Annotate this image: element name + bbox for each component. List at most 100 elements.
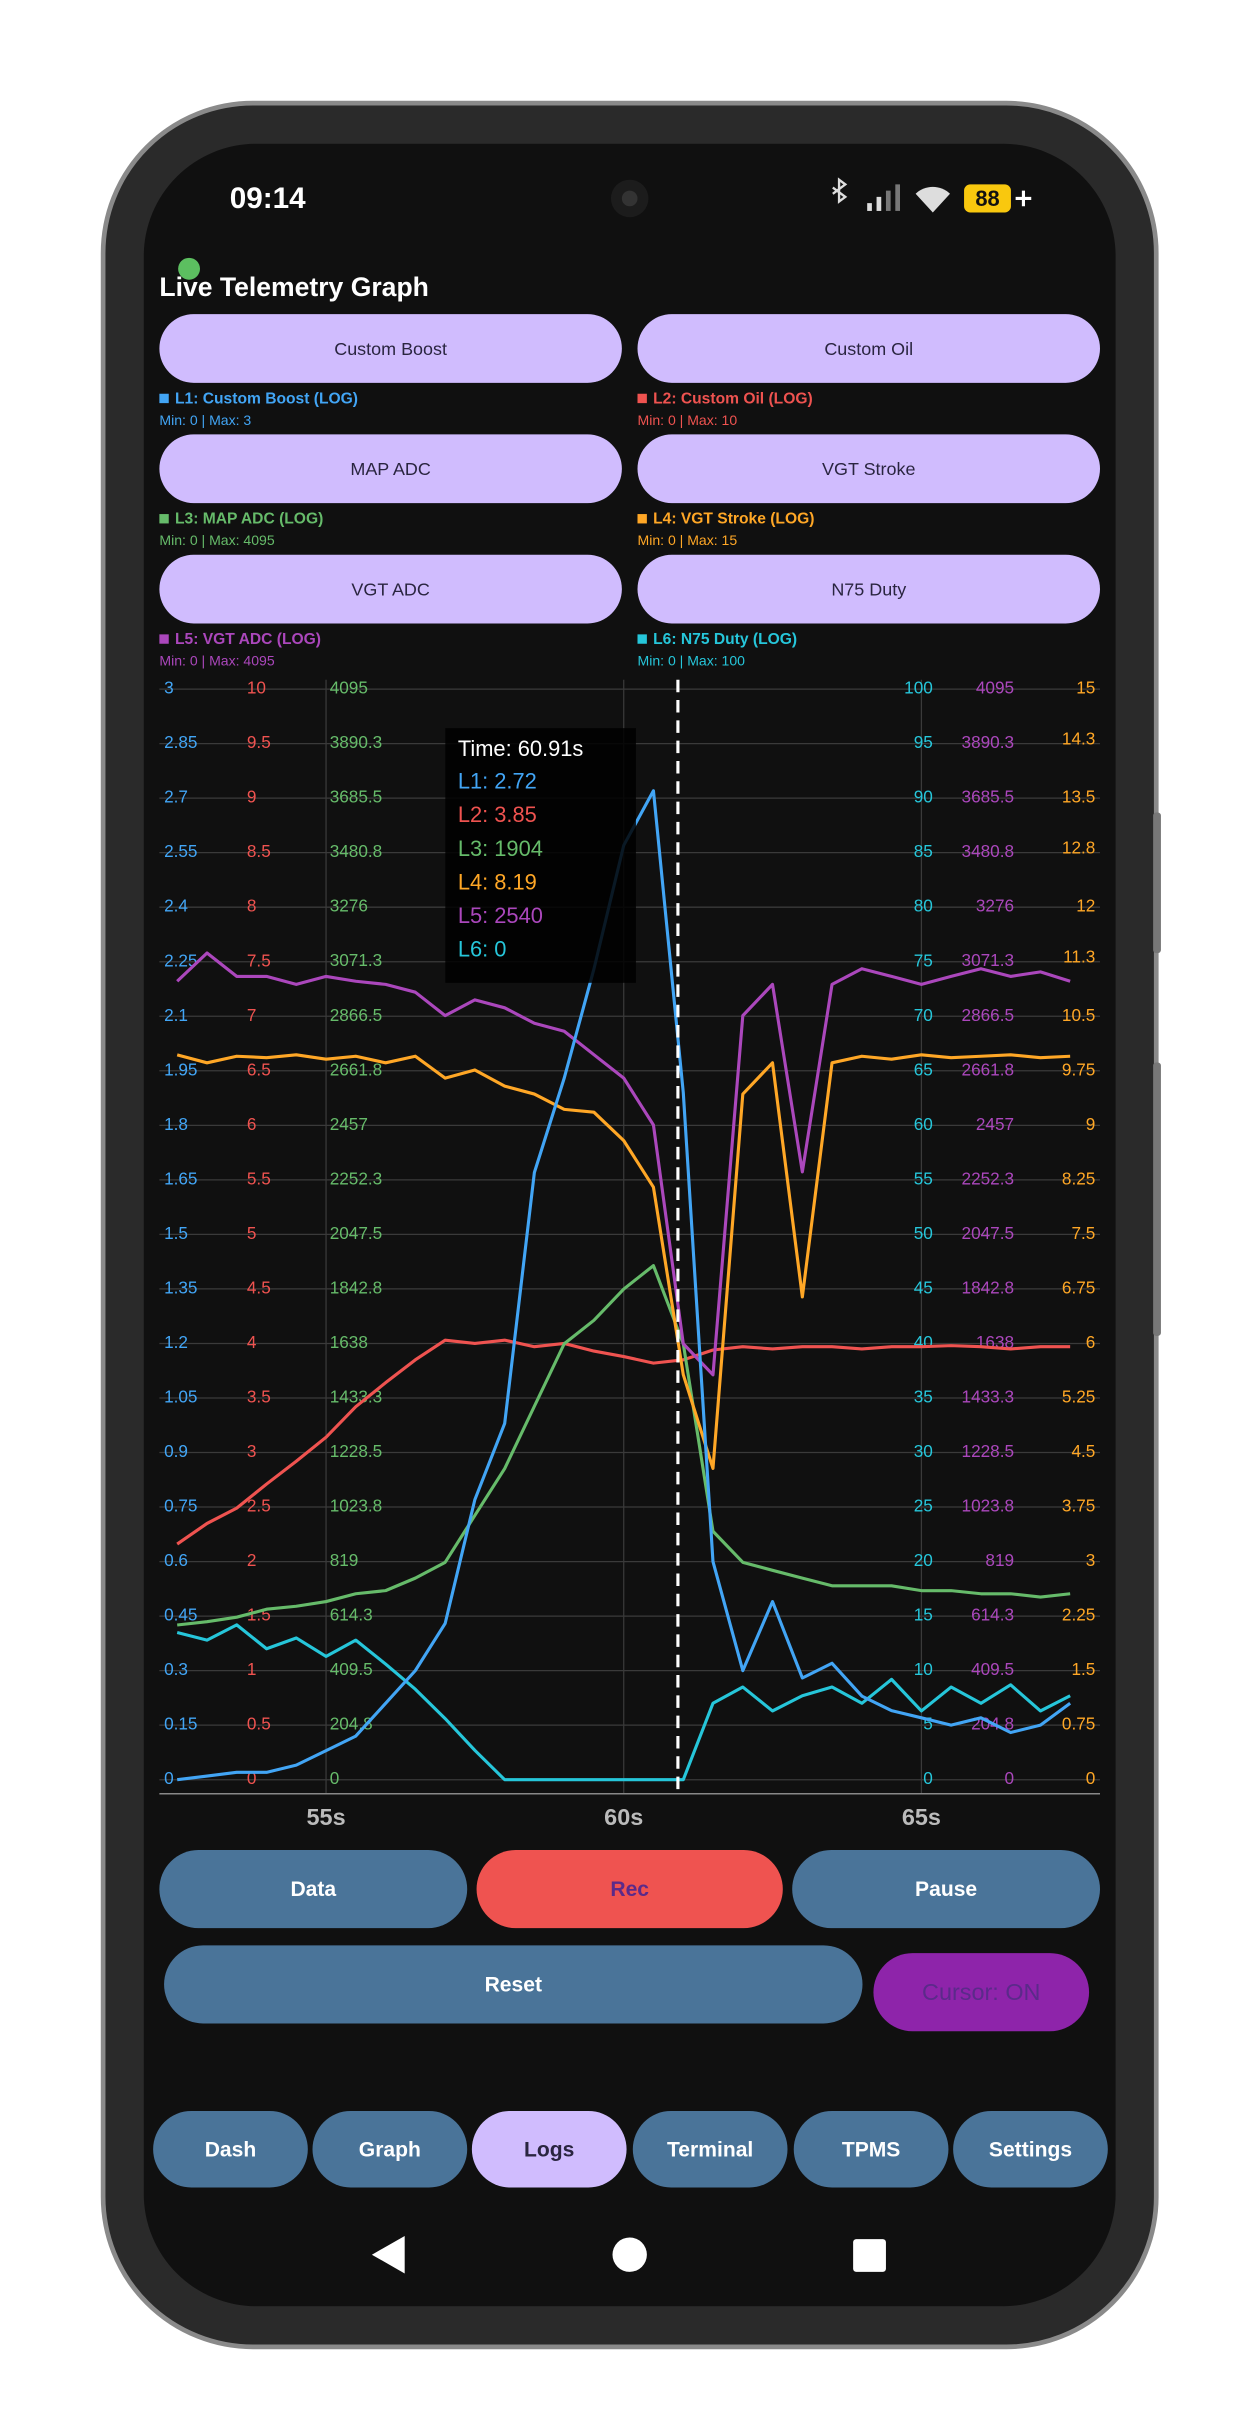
side-button — [1153, 1062, 1161, 1336]
channel-button-label[interactable]: N75 Duty — [831, 579, 906, 599]
y-tick-label: 2.25 — [164, 950, 197, 970]
y-tick-label: 6.5 — [247, 1059, 271, 1079]
y-tick-label: 0 — [1086, 1768, 1096, 1788]
channel-button-label[interactable]: MAP ADC — [350, 459, 431, 479]
channel-button[interactable] — [637, 434, 1101, 504]
y-tick-label: 12.8 — [1062, 838, 1095, 858]
y-tick-label: 3071.3 — [962, 950, 1015, 970]
y-tick-label: 1433.3 — [962, 1386, 1015, 1406]
tab-button[interactable] — [153, 2110, 308, 2188]
y-tick-label: 0.9 — [164, 1441, 188, 1461]
y-tick-label: 0 — [330, 1768, 340, 1788]
y-tick-label: 3276 — [330, 896, 368, 916]
tab-button[interactable] — [312, 2110, 468, 2188]
y-tick-label: 1842.8 — [962, 1277, 1015, 1297]
y-tick-label: 2047.5 — [962, 1223, 1015, 1243]
channel-button[interactable] — [159, 554, 622, 624]
y-tick-label: 30 — [914, 1441, 933, 1461]
channel-button[interactable] — [637, 314, 1101, 383]
y-tick-label: 6.75 — [1062, 1277, 1095, 1297]
channel-button-label[interactable]: Custom Boost — [334, 339, 447, 359]
y-tick-label: 3 — [1086, 1550, 1096, 1570]
home-button[interactable] — [612, 2237, 647, 2272]
y-tick-label: 40 — [914, 1332, 933, 1352]
y-tick-label: 3480.8 — [330, 841, 383, 861]
y-tick-label: 100 — [904, 678, 933, 698]
control-button[interactable] — [159, 1850, 468, 1929]
channel-button-label[interactable]: Custom Oil — [824, 339, 913, 359]
y-tick-label: 4095 — [330, 678, 368, 698]
y-tick-label: 819 — [985, 1550, 1014, 1570]
control-button[interactable] — [792, 1850, 1100, 1929]
y-tick-label: 85 — [914, 841, 933, 861]
y-tick-label: 60 — [914, 1114, 933, 1134]
control-button-label[interactable]: Cursor: ON — [922, 1979, 1040, 2005]
y-tick-label: 3.75 — [1062, 1496, 1095, 1516]
back-button[interactable] — [371, 2235, 405, 2274]
x-tick-label: 55s — [307, 1804, 346, 1830]
recents-button[interactable] — [853, 2239, 886, 2272]
tab-label[interactable]: Settings — [989, 2138, 1072, 2161]
y-tick-label: 3685.5 — [330, 787, 383, 807]
y-tick-label: 45 — [914, 1277, 933, 1297]
control-button[interactable] — [476, 1850, 783, 1929]
control-button-label[interactable]: Data — [290, 1878, 336, 1901]
y-tick-label: 8 — [247, 896, 257, 916]
tab-label[interactable]: TPMS — [842, 2138, 901, 2161]
y-tick-label: 1 — [247, 1659, 257, 1679]
channel-button[interactable] — [637, 554, 1101, 624]
signal-bar — [867, 203, 872, 211]
legend-label: L4: VGT Stroke (LOG) — [653, 511, 814, 528]
y-tick-label: 6 — [1086, 1332, 1096, 1352]
legend-swatch — [637, 634, 647, 644]
tab-label[interactable]: Terminal — [667, 2138, 753, 2161]
side-button — [1153, 812, 1161, 954]
tab-label[interactable]: Logs — [524, 2138, 574, 2161]
y-tick-label: 20 — [914, 1550, 933, 1570]
control-button[interactable] — [873, 1953, 1090, 2032]
y-tick-label: 9 — [1086, 1114, 1096, 1134]
channel-range: Min: 0 | Max: 100 — [638, 652, 746, 668]
y-tick-label: 614.3 — [330, 1605, 373, 1625]
channel-range: Min: 0 | Max: 3 — [159, 412, 251, 428]
channel-button[interactable] — [159, 314, 622, 383]
channel-button[interactable] — [159, 434, 622, 504]
cursor-tooltip — [445, 728, 636, 983]
control-button[interactable] — [164, 1945, 863, 2024]
y-tick-label: 4 — [247, 1332, 257, 1352]
channel-button-label[interactable]: VGT ADC — [351, 579, 430, 599]
tab-button[interactable] — [953, 2110, 1108, 2188]
tab-button[interactable] — [632, 2110, 788, 2188]
y-tick-label: 14.3 — [1062, 728, 1095, 748]
control-button-label[interactable]: Rec — [610, 1878, 649, 1901]
series-line — [176, 951, 1071, 1377]
y-tick-label: 0.75 — [164, 1496, 197, 1516]
y-tick-label: 614.3 — [971, 1605, 1014, 1625]
y-tick-label: 75 — [914, 950, 933, 970]
y-tick-label: 1228.5 — [962, 1441, 1015, 1461]
y-tick-label: 1.5 — [1071, 1659, 1095, 1679]
tab-label[interactable]: Dash — [205, 2138, 257, 2161]
series-line — [176, 1053, 1071, 1471]
y-tick-label: 80 — [914, 896, 933, 916]
y-tick-label: 0 — [923, 1768, 933, 1788]
y-tick-label: 5.25 — [1062, 1387, 1095, 1407]
tab-button[interactable] — [793, 2110, 949, 2188]
tab-label[interactable]: Graph — [359, 2138, 421, 2161]
y-tick-label: 0 — [247, 1768, 257, 1788]
channel-button-label[interactable]: VGT Stroke — [822, 459, 915, 479]
legend-label: L3: MAP ADC (LOG) — [175, 511, 323, 528]
y-tick-label: 1638 — [330, 1332, 368, 1352]
y-tick-label: 1.5 — [164, 1223, 188, 1243]
bluetooth-icon — [832, 177, 848, 204]
control-button-label[interactable]: Reset — [485, 1974, 542, 1997]
tab-button[interactable] — [471, 2110, 627, 2188]
y-tick-label: 90 — [914, 787, 933, 807]
legend-swatch — [159, 634, 169, 644]
y-tick-label: 2457 — [976, 1114, 1014, 1134]
control-button-label[interactable]: Pause — [915, 1878, 977, 1901]
legend-label: L1: Custom Boost (LOG) — [175, 390, 358, 407]
y-tick-label: 7.5 — [1071, 1223, 1095, 1243]
y-tick-label: 1.05 — [164, 1387, 197, 1407]
y-tick-label: 11.3 — [1063, 947, 1095, 967]
